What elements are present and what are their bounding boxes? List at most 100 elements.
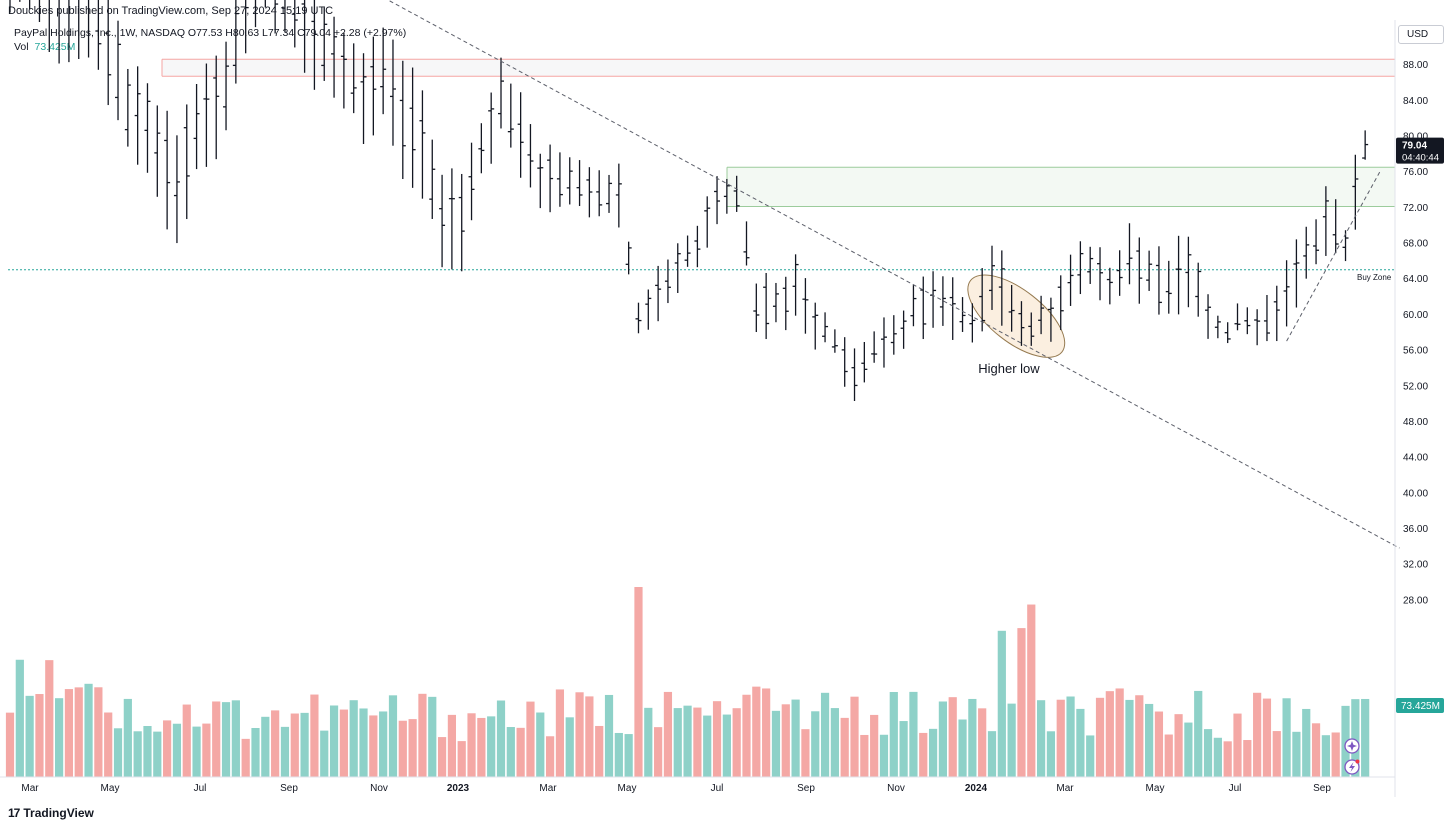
volume-bar xyxy=(850,696,859,777)
ohlc-bar xyxy=(9,0,11,13)
ohlc-bar xyxy=(498,57,504,129)
ohlc-bar xyxy=(674,243,681,294)
ohlc-bar xyxy=(576,160,583,207)
volume-bar xyxy=(1223,741,1232,777)
volume-bar xyxy=(1243,740,1252,777)
volume-bar xyxy=(555,689,565,777)
ohlc-bar xyxy=(979,268,986,332)
ohlc-bar xyxy=(213,55,220,160)
ohlc-bar xyxy=(291,0,298,48)
ohlc-bar xyxy=(399,60,406,180)
volume-bar xyxy=(919,732,928,777)
price-tick-label: 80.00 xyxy=(1403,132,1428,143)
volume-bar xyxy=(1076,708,1085,777)
ohlc-bar xyxy=(321,7,328,81)
volume-bar xyxy=(64,689,74,777)
volume-bar xyxy=(212,701,221,777)
price-tick-label: 48.00 xyxy=(1403,417,1428,428)
volume-bar xyxy=(1056,699,1065,777)
volume-bar xyxy=(536,712,545,777)
volume-bar xyxy=(1262,698,1272,777)
ohlc-bar xyxy=(880,317,887,368)
volume-bar xyxy=(388,695,398,777)
price-tick-label: 72.00 xyxy=(1403,203,1428,214)
ohlc-bar xyxy=(556,152,563,207)
volume-bar xyxy=(1253,692,1262,777)
volume-bar xyxy=(791,699,800,777)
ohlc-bar xyxy=(48,0,50,53)
volume-bar xyxy=(104,712,113,777)
volume-bar xyxy=(35,694,44,777)
volume-bar xyxy=(1174,714,1183,777)
ohlc-bar xyxy=(1155,246,1162,315)
buy-zone-layer: Buy Zone xyxy=(8,269,1395,282)
volume-bar xyxy=(663,691,673,777)
ohlc-bar xyxy=(1263,294,1270,342)
volume-bar xyxy=(1311,723,1321,777)
ohlc-bar xyxy=(1136,237,1143,304)
volume-bar xyxy=(683,705,692,777)
symbol-legend: PayPal Holdings, Inc., 1W, NASDAQ O77.53… xyxy=(14,27,406,39)
ohlc-bar xyxy=(245,0,249,54)
volume-bar xyxy=(614,732,623,777)
volume-bar xyxy=(1135,695,1144,777)
volume-bar xyxy=(290,713,299,777)
price-tick-label: 28.00 xyxy=(1403,595,1428,606)
price-tick-label: 88.00 xyxy=(1403,60,1428,71)
ohlc-bar xyxy=(409,67,416,188)
price-tick-label: 32.00 xyxy=(1403,560,1428,571)
last-price-value: 79.04 xyxy=(1402,141,1427,152)
volume-bar xyxy=(379,711,388,777)
ohlc-bar xyxy=(1322,186,1329,256)
volume-bar xyxy=(634,587,643,777)
volume-bar xyxy=(870,714,879,777)
ohlc-bar xyxy=(939,276,946,326)
volume-bar xyxy=(457,741,466,777)
volume-bar xyxy=(516,727,525,777)
price-tick-label: 52.00 xyxy=(1403,381,1428,392)
volume-bar xyxy=(447,714,456,777)
ohlc-bar xyxy=(439,174,446,268)
lightning-event-icon xyxy=(1344,759,1360,775)
volume-bar xyxy=(25,695,34,777)
ohlc-bar xyxy=(586,167,593,218)
volume-label[interactable]: Vol xyxy=(14,41,29,53)
trendlines-layer xyxy=(386,0,1400,549)
ohlc-bar xyxy=(448,168,455,270)
ohlc-bar xyxy=(507,83,514,148)
ohlc-bar xyxy=(1126,223,1133,285)
volume-bar xyxy=(1194,690,1203,777)
volume-bar xyxy=(703,715,712,777)
symbol-title[interactable]: PayPal Holdings, Inc., 1W, NASDAQ xyxy=(14,27,185,39)
ohlc-bar xyxy=(1077,241,1084,295)
ohlc-bar xyxy=(1175,235,1182,315)
time-tick-label: May xyxy=(1146,783,1165,794)
volume-bar xyxy=(820,692,830,777)
downtrend-trendline xyxy=(386,0,1400,549)
ohlc-bar xyxy=(173,135,180,244)
ohlc-bar xyxy=(517,92,524,178)
ohlc-bar xyxy=(527,124,534,188)
volume-tag: 73.425M xyxy=(1396,698,1444,713)
ohlc-bar xyxy=(28,0,31,10)
volume-legend: Vol 73.425M xyxy=(14,41,75,53)
ohlc-bar xyxy=(301,0,306,73)
ohlc-bar xyxy=(389,39,396,146)
volume-bar xyxy=(320,730,329,777)
currency-selector[interactable]: USD xyxy=(1398,25,1444,44)
volume-bar xyxy=(712,701,722,777)
volume-bar xyxy=(781,704,790,777)
ohlc-bar xyxy=(645,289,652,330)
ohlc-bar xyxy=(596,170,603,217)
volume-bar xyxy=(153,731,162,777)
volume-bar xyxy=(585,696,594,777)
volume-bar xyxy=(5,712,15,777)
ohlc-bar xyxy=(782,276,789,331)
ohlc-bar xyxy=(714,176,721,225)
volume-bar xyxy=(113,728,123,777)
ohlc-bar xyxy=(154,105,161,197)
volume-bar xyxy=(732,708,741,777)
volume-bar xyxy=(1027,604,1036,777)
